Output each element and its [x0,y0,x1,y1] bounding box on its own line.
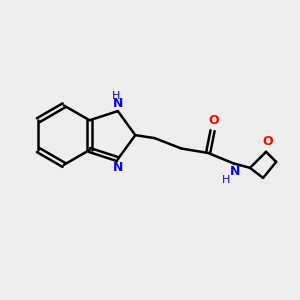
Text: N: N [230,165,240,178]
Text: N: N [112,97,123,110]
Text: H: H [222,175,230,185]
Text: H: H [112,91,121,101]
Text: N: N [112,161,123,174]
Text: O: O [209,114,219,127]
Text: O: O [262,135,273,148]
